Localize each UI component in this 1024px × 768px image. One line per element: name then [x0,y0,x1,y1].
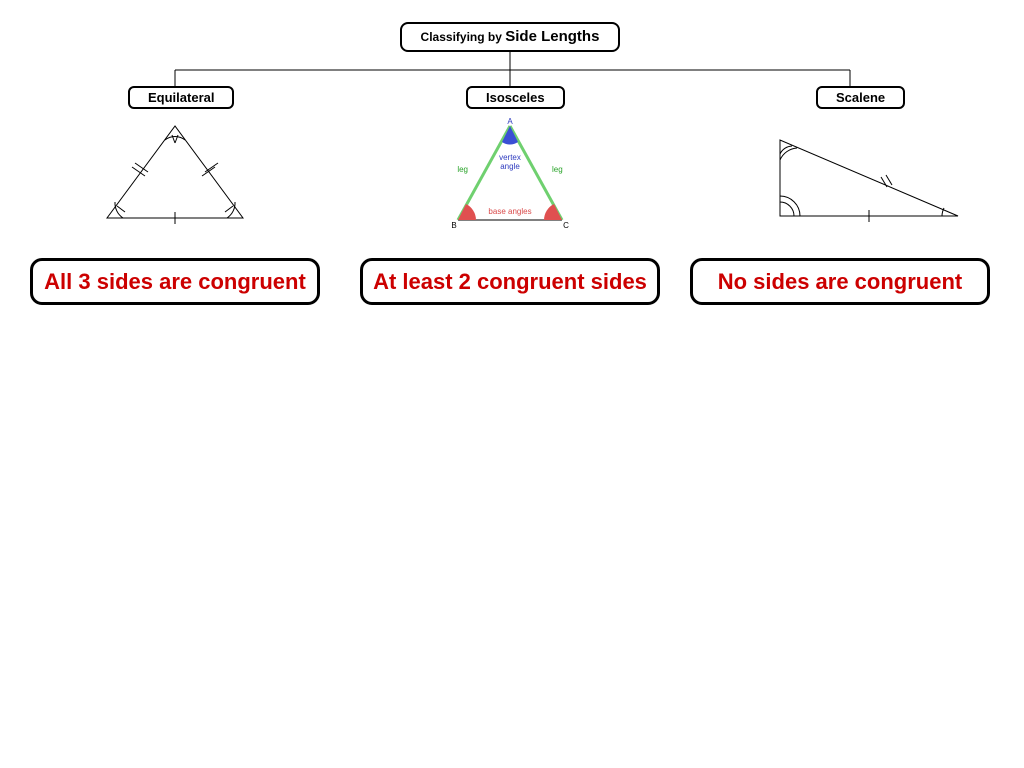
desc-equilateral: All 3 sides are congruent [30,258,320,305]
desc-isosceles: At least 2 congruent sides [360,258,660,305]
category-label-isosceles: Isosceles [466,86,565,109]
triangle-isosceles: A B C leg leg vertexangle base angles [430,118,590,230]
iso-vertex-A: A [507,117,513,126]
triangle-equilateral [95,118,255,228]
iso-leg-left-label: leg [457,165,468,174]
category-label-scalene: Scalene [816,86,905,109]
connector-lines [0,0,1024,130]
category-label-equilateral: Equilateral [128,86,234,109]
triangle-scalene [760,130,970,230]
desc-scalene: No sides are congruent [690,258,990,305]
iso-vertex-B: B [451,221,456,230]
iso-vertex-angle-label: vertexangle [499,153,521,171]
iso-vertex-C: C [563,221,569,230]
iso-leg-right-label: leg [552,165,563,174]
iso-base-angles-label: base angles [488,207,531,216]
